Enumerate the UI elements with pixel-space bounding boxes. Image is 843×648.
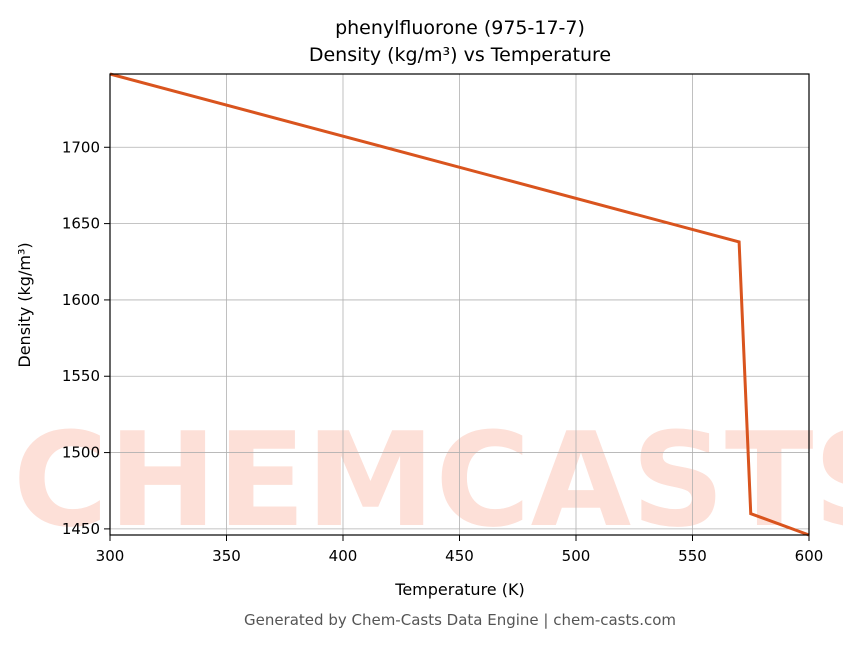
y-tick-label: 1600 [62,291,100,309]
y-tick-label: 1450 [62,520,100,538]
x-axis-label: Temperature (K) [394,580,524,599]
x-tick-label: 500 [562,547,591,565]
x-tick-label: 550 [678,547,707,565]
plot-frame [109,73,810,536]
x-tick-label: 350 [212,547,241,565]
watermark: CHEMCASTS [13,404,843,556]
y-tick-label: 1550 [62,367,100,385]
y-tick-label: 1700 [62,138,100,156]
x-tick-label: 300 [96,547,125,565]
y-axis-label: Density (kg/m³) [15,242,34,367]
chart-title: phenylfluorone (975-17-7) [335,17,585,39]
x-tick-label: 400 [329,547,358,565]
data-line [109,72,810,537]
y-tick-label: 1650 [62,215,100,233]
y-tick-label: 1500 [62,444,100,462]
footer: Generated by Chem-Casts Data Engine | ch… [244,611,676,629]
x-tick-label: 450 [445,547,474,565]
chart-subtitle: Density (kg/m³) vs Temperature [309,44,611,66]
x-tick-label: 600 [795,547,824,565]
